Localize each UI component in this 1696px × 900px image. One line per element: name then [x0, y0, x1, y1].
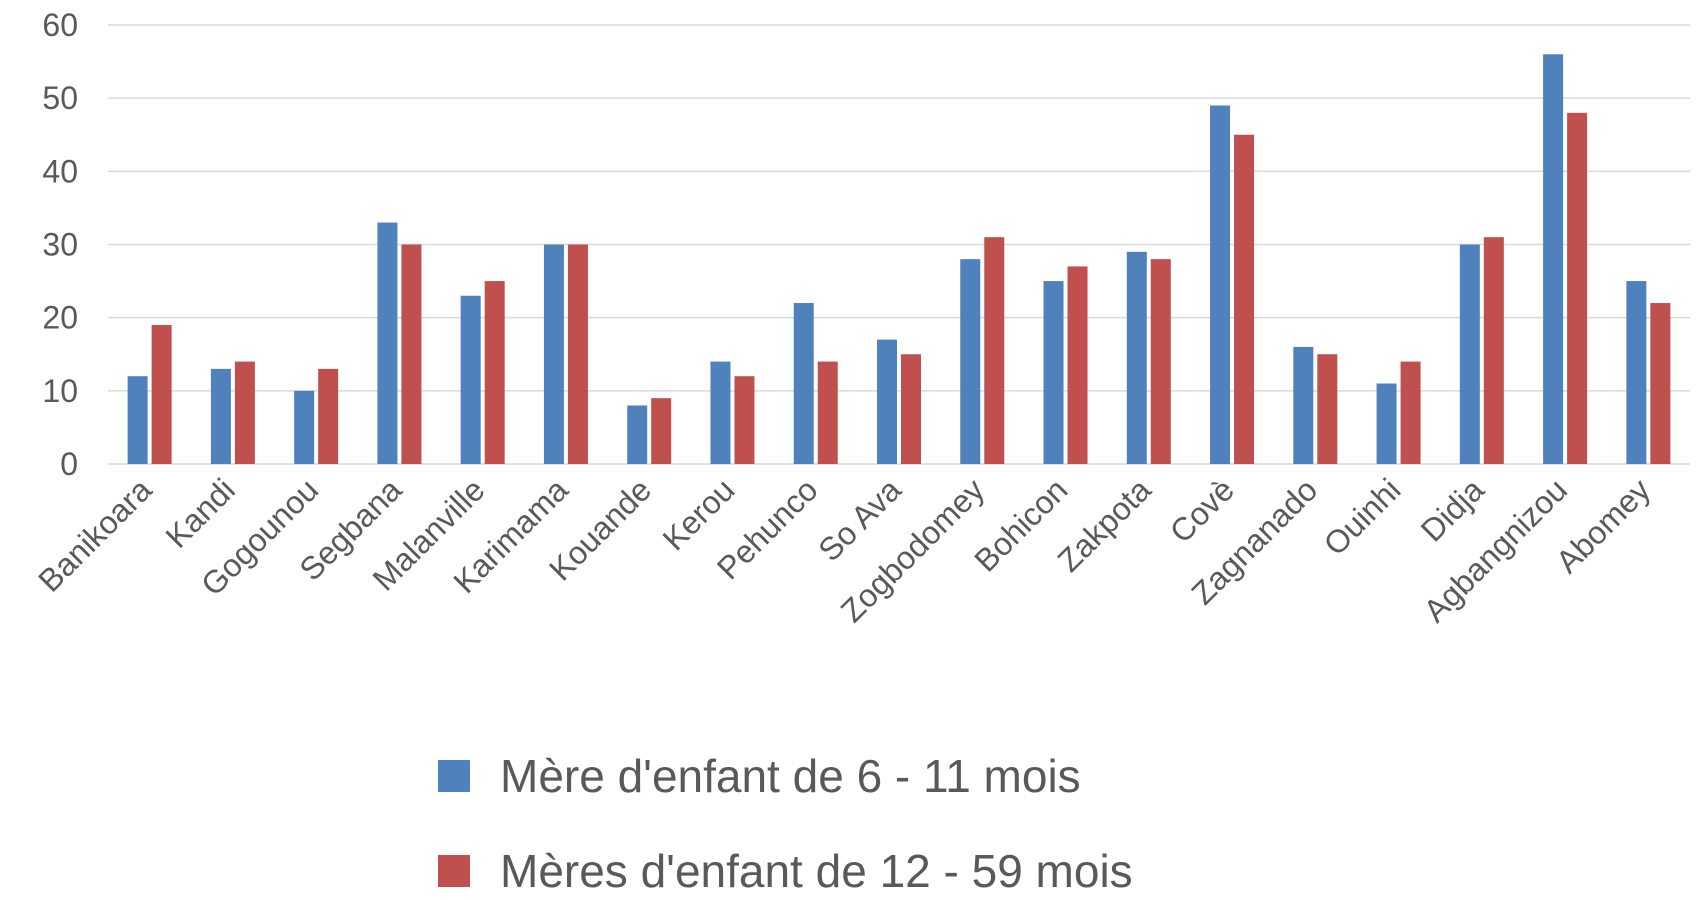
bar — [460, 295, 481, 464]
y-tick-label: 20 — [42, 300, 78, 336]
y-tick-label: 0 — [60, 446, 78, 482]
bar — [1483, 237, 1504, 464]
bar — [710, 361, 731, 464]
bar — [234, 361, 255, 464]
x-tick-label: Didja — [1414, 471, 1491, 548]
x-tick-label: Agbangnizou — [1416, 471, 1574, 629]
bar — [151, 324, 172, 464]
x-tick-label: Abomey — [1549, 471, 1657, 579]
bar — [651, 398, 672, 464]
legend-swatch — [438, 855, 470, 887]
bar — [877, 339, 897, 464]
bar — [1210, 105, 1231, 464]
bar — [1459, 244, 1480, 464]
bar — [1293, 346, 1314, 464]
bar — [1376, 383, 1397, 464]
bar — [210, 368, 231, 464]
y-tick-label: 50 — [42, 80, 78, 116]
bar — [1543, 54, 1564, 465]
bar — [960, 259, 981, 464]
x-tick-label: Bohicon — [967, 471, 1074, 578]
x-tick-label: Covè — [1163, 471, 1241, 549]
bar — [793, 303, 814, 464]
bar — [294, 390, 315, 464]
bar — [401, 244, 422, 464]
bar — [1567, 112, 1588, 465]
bar — [1150, 259, 1171, 464]
x-tick-label: Zakpota — [1051, 471, 1158, 578]
legend-label: Mère d'enfant de 6 - 11 mois — [500, 750, 1081, 802]
bar — [1400, 361, 1421, 464]
bar — [127, 376, 148, 464]
bar — [318, 368, 339, 464]
bar — [1234, 134, 1255, 464]
bar — [817, 361, 838, 464]
y-tick-label: 60 — [42, 7, 78, 43]
bar — [1126, 251, 1147, 464]
bar — [627, 405, 648, 464]
bar — [901, 354, 921, 464]
y-tick-label: 40 — [42, 153, 78, 189]
bar — [1317, 354, 1338, 464]
bar — [543, 244, 564, 464]
y-tick-label: 10 — [42, 373, 78, 409]
bar — [377, 222, 398, 464]
y-tick-label: 30 — [42, 227, 78, 263]
bar — [1067, 266, 1088, 464]
bar — [484, 281, 505, 464]
bar — [734, 376, 755, 464]
x-tick-label: Zogbodomey — [834, 471, 992, 629]
legend-label: Mères d'enfant de 12 - 59 mois — [500, 845, 1133, 897]
bar — [984, 237, 1005, 464]
x-tick-label: Ouinhi — [1317, 471, 1408, 562]
legend-swatch — [438, 760, 470, 792]
bar — [1626, 281, 1647, 464]
bar — [1650, 303, 1671, 464]
bar — [567, 244, 588, 464]
x-tick-label: Banikoara — [31, 471, 158, 598]
bar — [1043, 281, 1064, 464]
